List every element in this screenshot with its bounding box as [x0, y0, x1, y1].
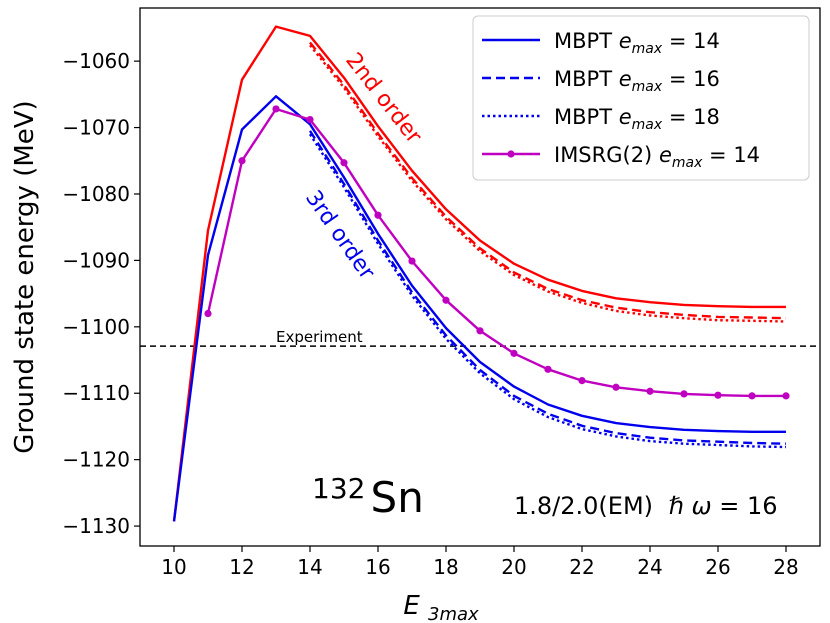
- data-point: [714, 391, 722, 399]
- interaction-value: = 16: [719, 492, 777, 520]
- data-point: [272, 105, 280, 113]
- series-line-1: [309, 41, 787, 320]
- data-point: [306, 115, 314, 124]
- series-line-3: [172, 95, 786, 522]
- legend-items: MBPT emax = 14 MBPT emax = 16 MBPT emax = …: [482, 29, 760, 171]
- interaction-label: 1.8/2.0(EM) ℏ ω = 16: [514, 492, 778, 520]
- x-tick-label: 28: [773, 555, 798, 579]
- y-axis: −1130 −1120 −1110 −1100 −1090 −1080 −1070 −1060: [62, 49, 140, 538]
- x-tick-label: 10: [161, 555, 186, 579]
- legend-box: [472, 15, 810, 181]
- y-tick-label: −1090: [62, 248, 130, 272]
- data-point: [408, 257, 416, 265]
- y-tick-label: −1100: [62, 315, 130, 339]
- legend-marker: [507, 150, 515, 158]
- y-tick-label: −1110: [62, 381, 130, 405]
- experiment-label: Experiment: [276, 328, 363, 346]
- x-axis-label-sub: 3max: [428, 604, 479, 623]
- y-axis-label: Ground state energy (MeV): [10, 100, 40, 453]
- data-point: [238, 157, 246, 165]
- nucleus-label: 132 Sn: [312, 472, 424, 522]
- x-tick-label: 24: [637, 555, 662, 579]
- y-tick-label: −1130: [62, 514, 130, 538]
- x-axis: 10 12 14 16 18 20 22 24 26 28: [161, 546, 799, 579]
- series-line-4: [308, 130, 787, 445]
- data-point: [510, 349, 518, 357]
- omega-symbol: ω: [692, 492, 712, 520]
- legend-label: MBPT emax = 14: [554, 29, 720, 57]
- data-point: [646, 387, 654, 395]
- x-tick-label: 14: [297, 555, 322, 579]
- legend-label: MBPT emax = 18: [554, 105, 720, 133]
- data-point: [340, 159, 348, 167]
- data-point: [476, 327, 484, 335]
- hbar-symbol: ℏ: [669, 492, 684, 520]
- legend: MBPT emax = 14 MBPT emax = 16 MBPT emax = …: [472, 15, 810, 181]
- interaction-name: 1.8/2.0(EM): [514, 492, 653, 520]
- y-tick-label: −1070: [62, 116, 130, 140]
- data-point: [374, 211, 382, 219]
- x-tick-label: 22: [569, 555, 594, 579]
- legend-label: IMSRG(2) emax = 14: [554, 143, 760, 171]
- nucleus-mass: 132: [312, 472, 365, 505]
- data-point: [680, 390, 688, 398]
- series-layer: [172, 25, 790, 522]
- series-line-6: [206, 107, 786, 398]
- data-point: [612, 383, 620, 391]
- legend-label: MBPT emax = 16: [554, 67, 720, 95]
- series-line-0: [172, 25, 786, 522]
- x-tick-label: 20: [501, 555, 526, 579]
- data-point: [578, 377, 586, 385]
- y-tick-label: −1080: [62, 182, 130, 206]
- data-point: [204, 309, 212, 318]
- x-axis-label-main: E: [403, 591, 420, 621]
- x-tick-label: 18: [433, 555, 458, 579]
- y-tick-label: −1060: [62, 49, 130, 73]
- data-point: [782, 392, 790, 400]
- series-line-2: [309, 44, 787, 323]
- series-line-5: [308, 133, 787, 449]
- y-tick-label: −1120: [62, 448, 130, 472]
- x-axis-label: E 3max: [403, 591, 479, 623]
- x-tick-label: 12: [229, 555, 254, 579]
- data-point: [442, 296, 450, 304]
- x-tick-label: 26: [705, 555, 730, 579]
- nucleus-symbol: Sn: [371, 473, 424, 522]
- x-tick-label: 16: [365, 555, 390, 579]
- data-point: [748, 392, 756, 400]
- data-point: [544, 365, 552, 373]
